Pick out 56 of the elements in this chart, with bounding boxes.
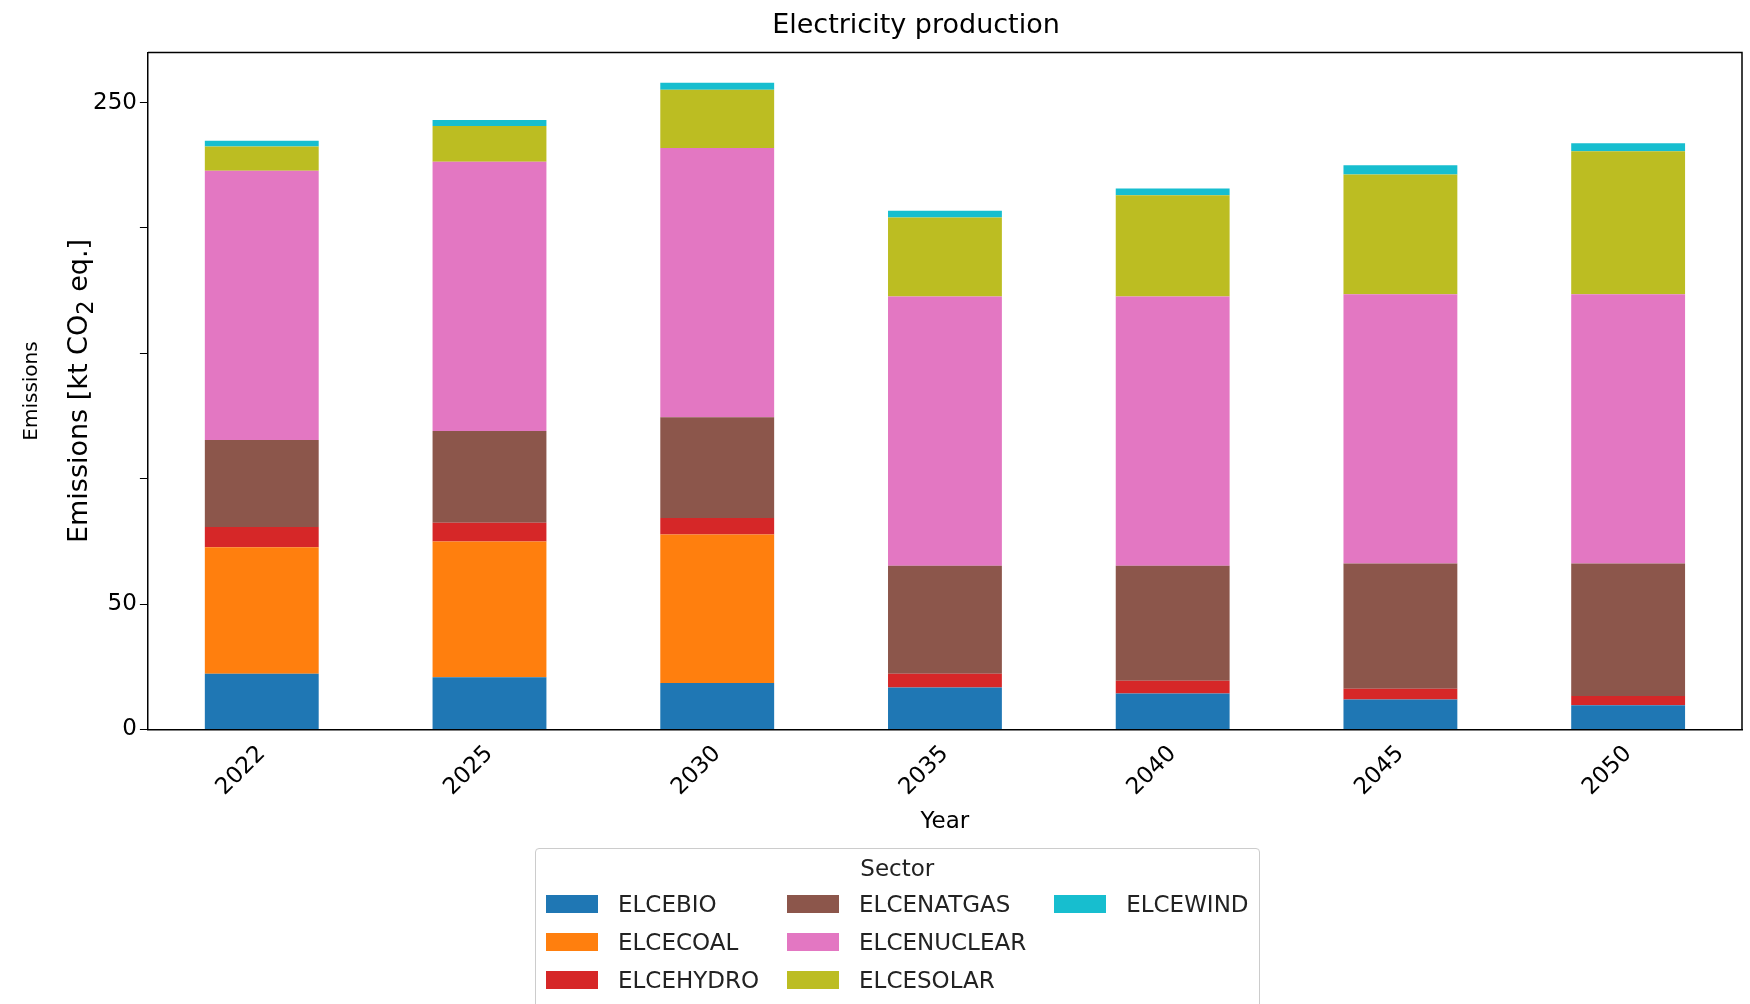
bar (204, 440, 319, 528)
bar (1115, 693, 1230, 729)
bar (660, 534, 775, 684)
bar (1343, 165, 1458, 175)
x-axis-title: Year (919, 807, 970, 834)
bar (888, 565, 1002, 674)
bar (432, 541, 547, 678)
bar (1115, 565, 1230, 681)
legend-label: ELCENATGAS (859, 891, 1011, 917)
bar (660, 82, 775, 90)
bar (660, 518, 775, 535)
bar (1115, 296, 1230, 566)
bar (1343, 294, 1458, 564)
bar (432, 677, 547, 729)
bar (204, 527, 319, 548)
bar (1571, 143, 1686, 152)
y-tick-label: 0 (122, 714, 137, 741)
bar (660, 147, 775, 418)
bar (1115, 680, 1230, 694)
bar (1571, 705, 1686, 729)
bar (1115, 195, 1230, 297)
legend-label: ELCEWIND (1126, 891, 1249, 917)
y-tick-label: 250 (92, 87, 137, 114)
bar (888, 673, 1002, 688)
bar (204, 146, 319, 171)
y-tick-label: 50 (107, 589, 137, 616)
legend-title: Sector (859, 855, 936, 881)
bar (660, 683, 775, 729)
bar (1343, 699, 1458, 729)
bar (204, 673, 319, 729)
bar (660, 417, 775, 519)
bar (204, 547, 319, 674)
bar (888, 687, 1002, 729)
legend-label: ELCEBIO (618, 891, 717, 917)
text: Emissions (18, 341, 42, 441)
bar (1343, 174, 1458, 295)
bar (1343, 563, 1458, 689)
legend-label: ELCENUCLEAR (859, 929, 1027, 955)
bar (204, 170, 319, 441)
bar (432, 161, 547, 432)
bar (660, 89, 775, 148)
legend-label: ELCECOAL (618, 929, 739, 955)
bar (432, 431, 547, 523)
bar (888, 217, 1002, 297)
bar (432, 120, 547, 126)
bar (1571, 563, 1686, 696)
bar (888, 296, 1002, 566)
bar (1571, 151, 1686, 295)
bar (432, 125, 547, 162)
legend-label: ELCESOLAR (859, 967, 995, 993)
bar (432, 522, 547, 542)
bar (1571, 294, 1686, 564)
bar (1343, 688, 1458, 700)
legend-label: ELCEHYDRO (618, 967, 760, 993)
bar (1571, 695, 1686, 706)
chart-title: Electricity production (772, 8, 1060, 40)
